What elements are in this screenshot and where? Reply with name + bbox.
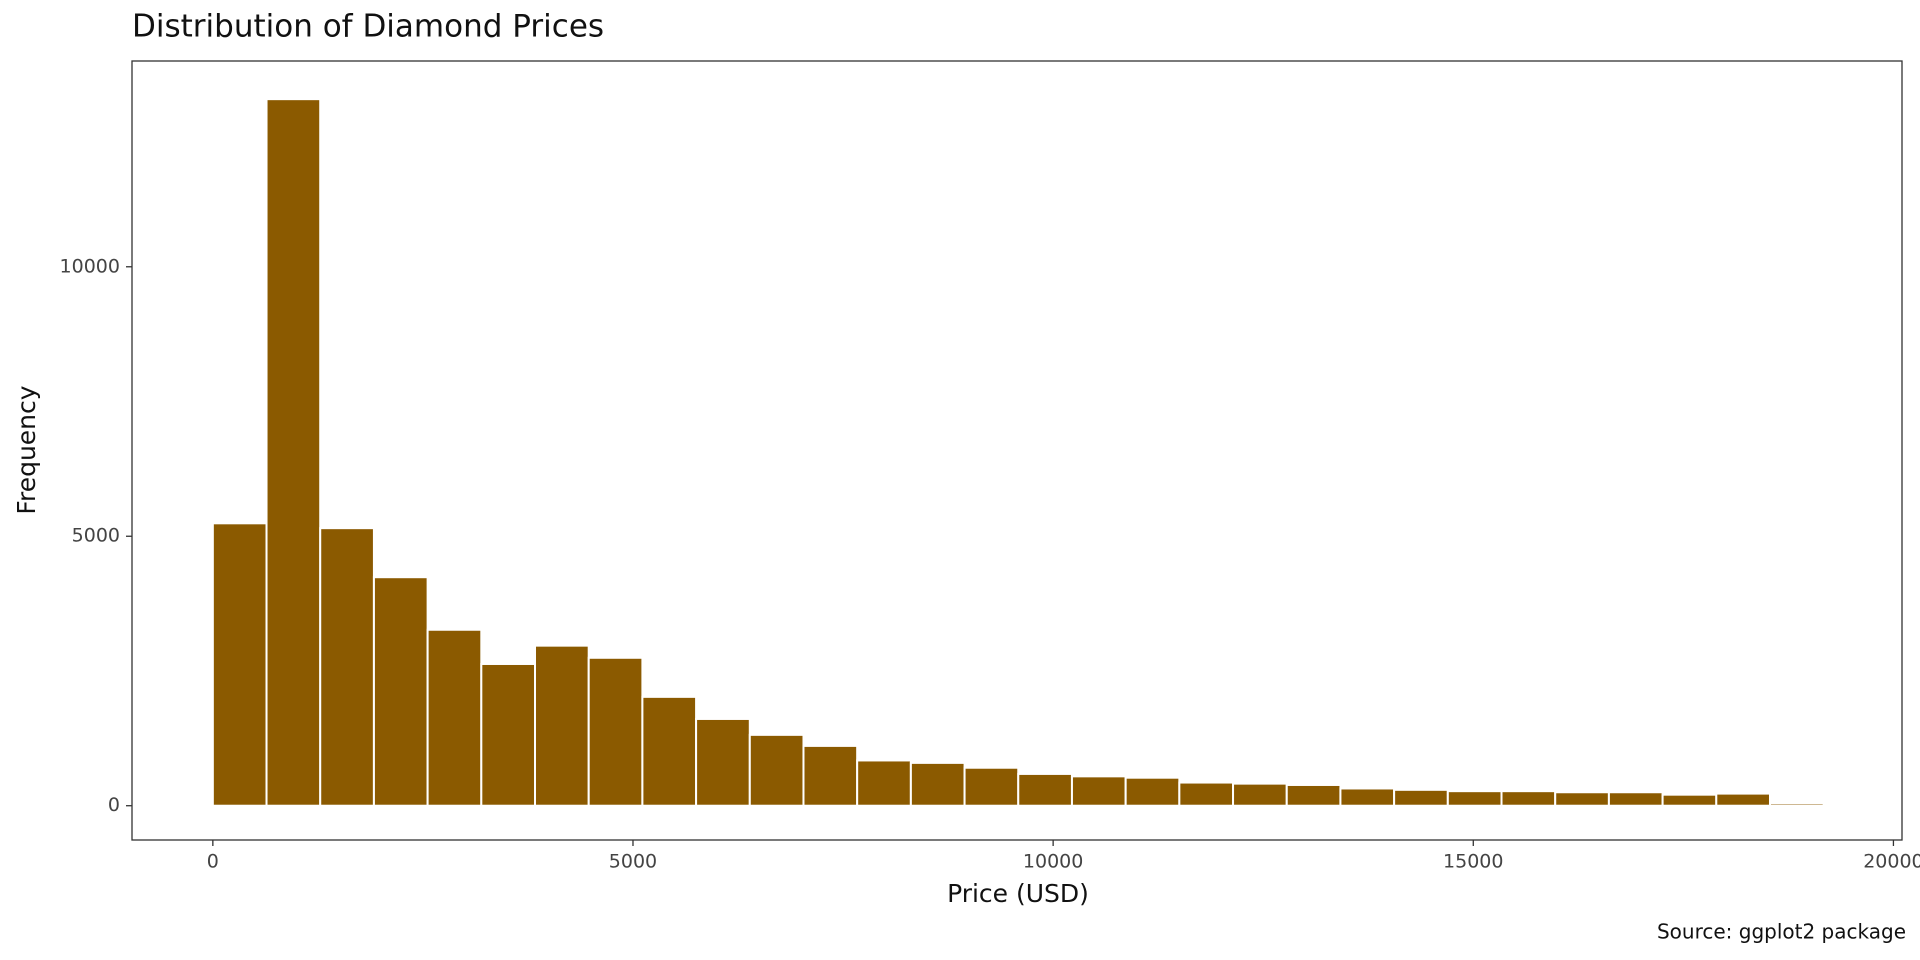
bar — [641, 695, 698, 807]
bar — [1232, 782, 1288, 807]
x-tick-label: 20000 — [1863, 851, 1920, 873]
bar — [695, 717, 751, 807]
bar — [1446, 790, 1503, 807]
bar — [426, 628, 483, 807]
bar — [909, 761, 966, 807]
bar — [1500, 790, 1557, 807]
bar — [534, 644, 590, 807]
x-tick-label: 10000 — [1023, 851, 1083, 873]
bar — [1607, 791, 1664, 807]
bar — [480, 662, 537, 807]
y-tick-label: 10000 — [60, 255, 120, 277]
x-tick-label: 5000 — [609, 851, 657, 873]
bar — [1768, 802, 1825, 807]
bar — [211, 522, 268, 807]
bar — [1339, 787, 1396, 807]
bar — [265, 98, 322, 807]
bar — [1178, 781, 1235, 807]
y-tick-label: 0 — [108, 794, 120, 816]
bar — [372, 576, 429, 807]
y-tick-label: 5000 — [72, 525, 120, 547]
bar — [1124, 776, 1181, 807]
y-axis-label: Frequency — [12, 385, 41, 514]
bar — [963, 766, 1020, 807]
bar — [1393, 788, 1449, 807]
x-tick-label: 0 — [207, 851, 219, 873]
caption: Source: ggplot2 package — [1657, 920, 1906, 944]
x-tick-label: 15000 — [1443, 851, 1503, 873]
bar — [587, 656, 644, 807]
bar — [1715, 792, 1771, 807]
panel-border — [131, 60, 1903, 841]
bar — [1554, 791, 1610, 807]
bar — [1070, 775, 1127, 807]
bar — [856, 759, 912, 807]
x-axis-label: Price (USD) — [947, 879, 1089, 908]
bar — [802, 744, 859, 807]
bar — [1661, 793, 1718, 807]
bar — [1017, 772, 1073, 807]
bar — [319, 527, 375, 807]
chart-title: Distribution of Diamond Prices — [132, 9, 604, 45]
bar — [748, 733, 805, 807]
bar — [1285, 783, 1342, 807]
